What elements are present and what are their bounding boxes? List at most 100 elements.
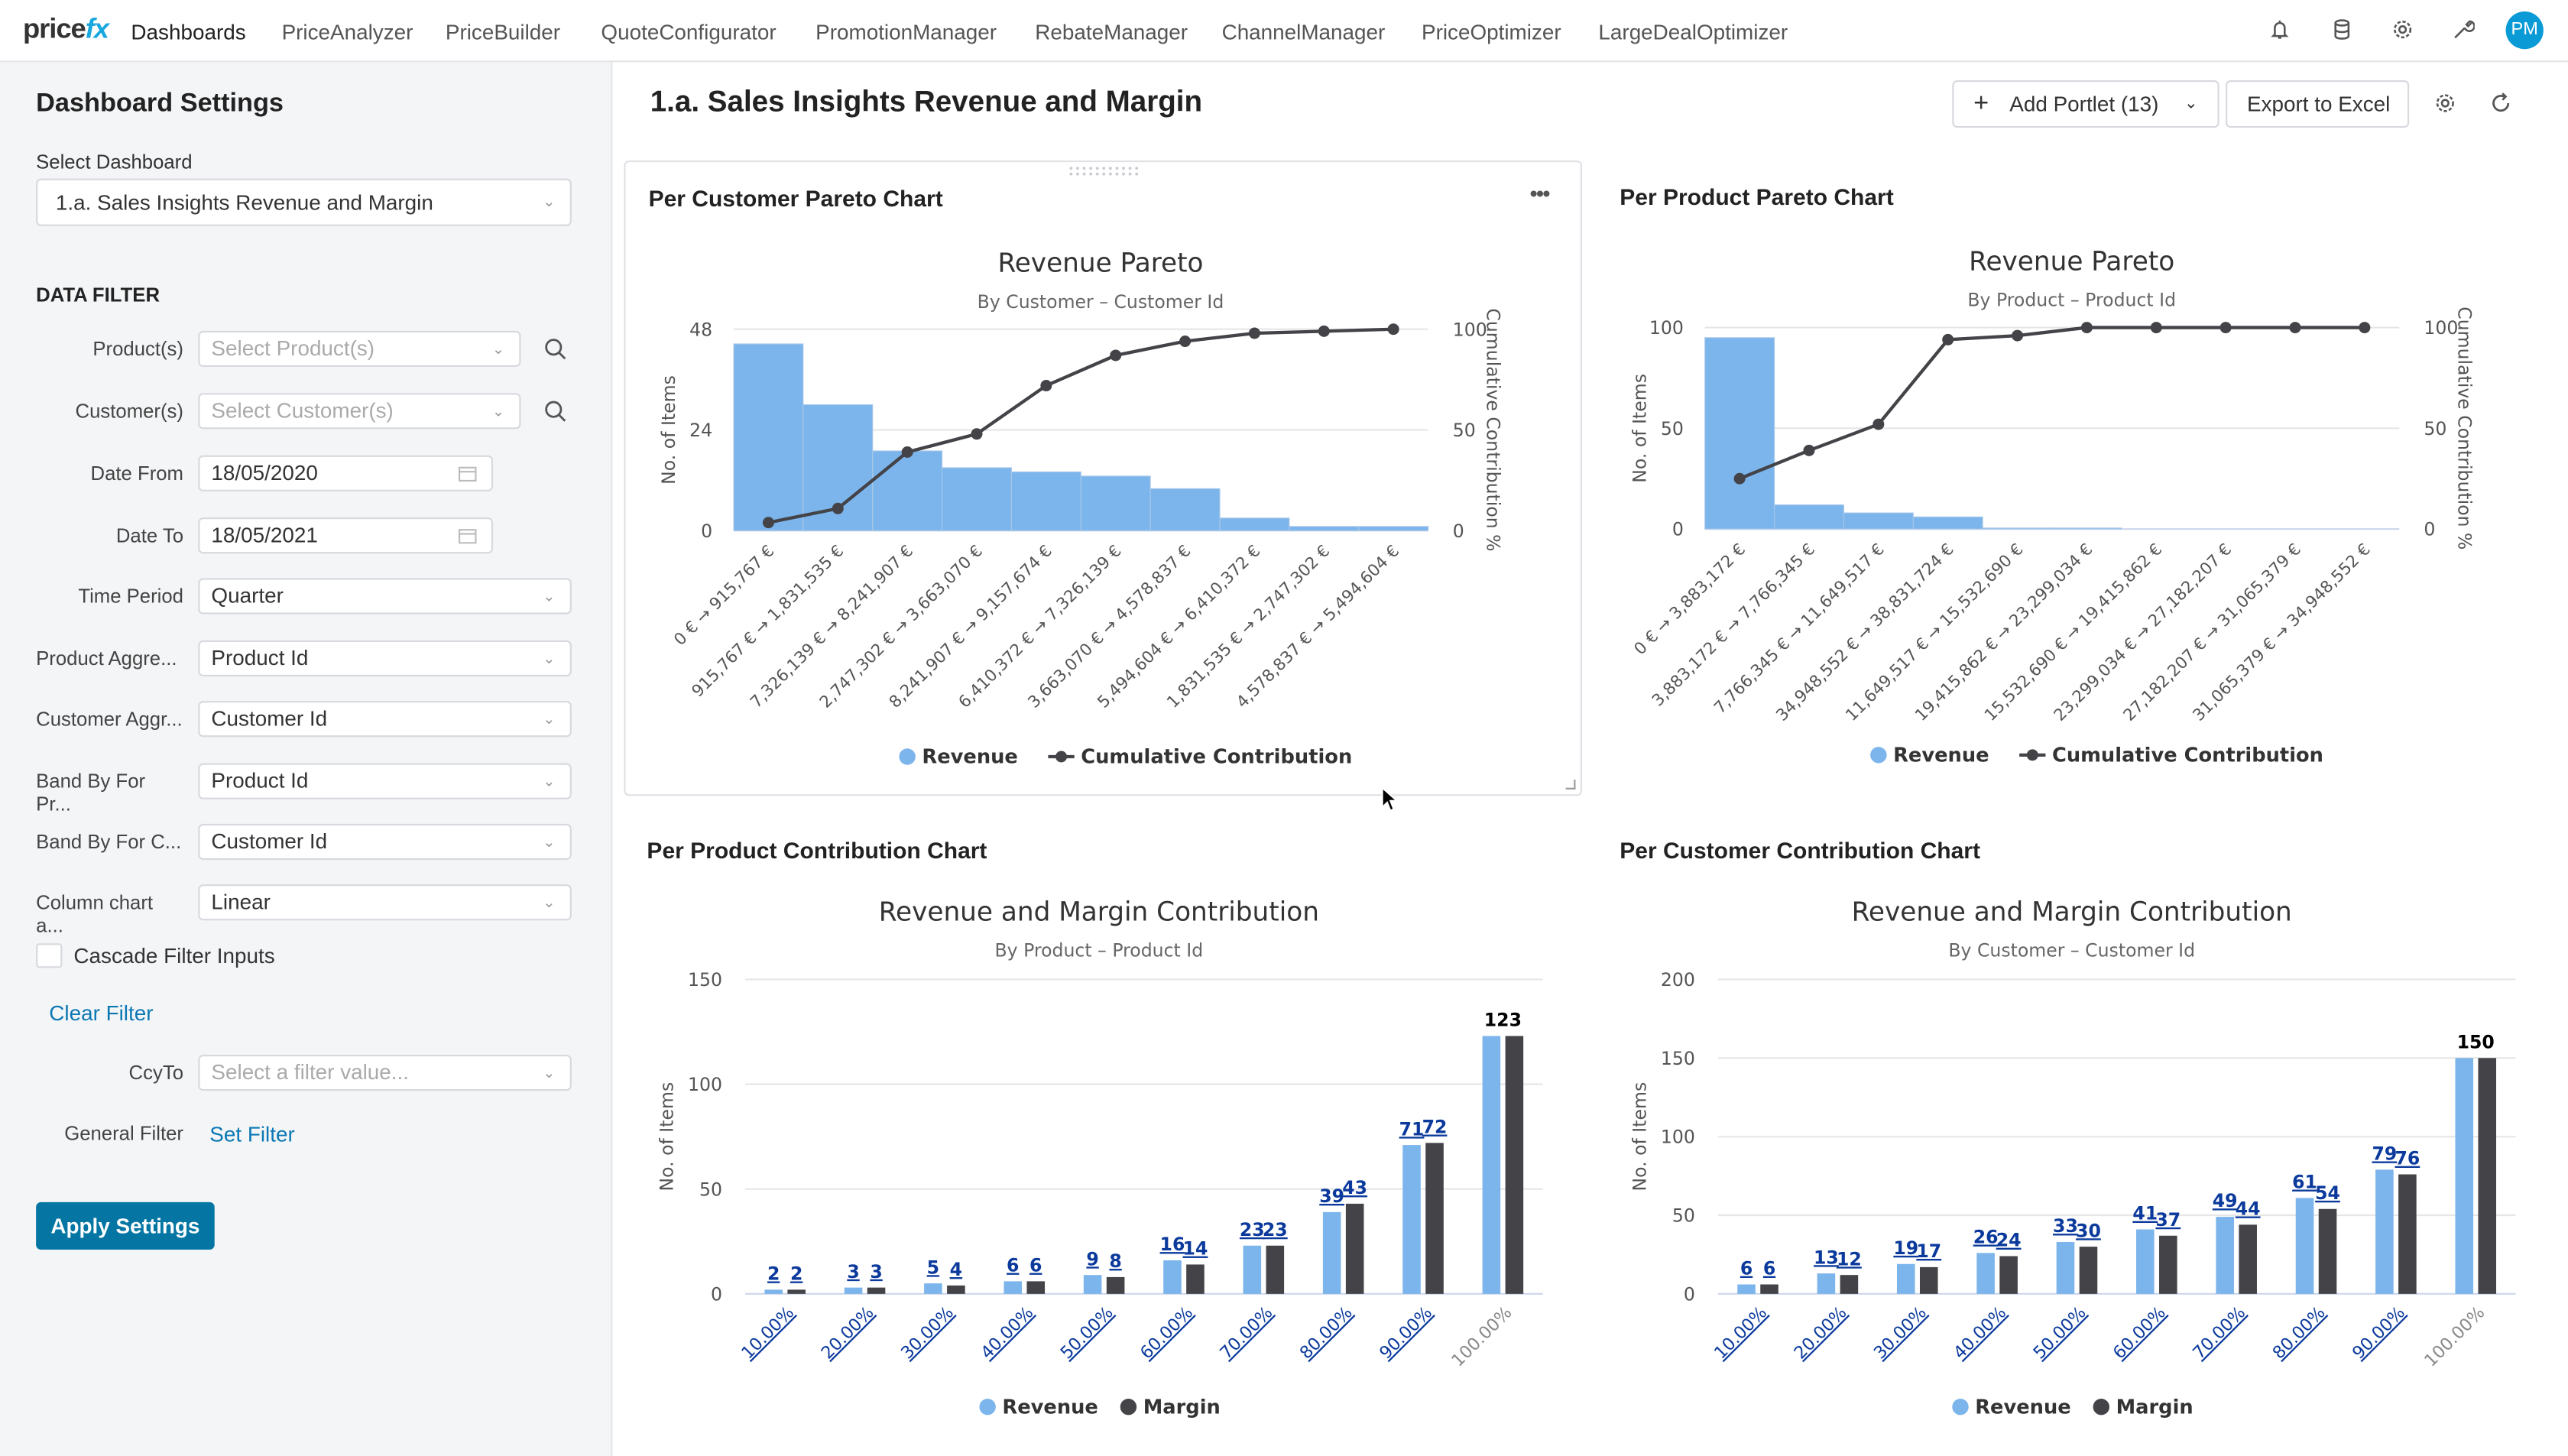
select-dashboard-dropdown[interactable]: 1.a. Sales Insights Revenue and Margin ⌄ <box>36 178 572 226</box>
pricefx-logo[interactable]: pricefx <box>23 13 109 44</box>
band-by-product-select[interactable]: Product Id ⌄ <box>198 763 572 799</box>
bar-margin <box>1026 1281 1046 1294</box>
portlet-per-customer-contribution: Revenue and Margin Contribution By Custom… <box>1597 814 2555 1449</box>
y2-tick-label: 0 <box>2424 519 2435 540</box>
nav-pricebuilder[interactable]: PriceBuilder <box>445 19 561 44</box>
top-nav: pricefx Dashboards PriceAnalyzer PriceBu… <box>0 0 2568 63</box>
legend-label: Margin <box>2116 1396 2194 1419</box>
data-label-revenue: 79 <box>2372 1143 2397 1164</box>
nav-priceanalyzer[interactable]: PriceAnalyzer <box>281 19 413 44</box>
bar-revenue <box>1817 1273 1836 1294</box>
nav-rebatemanager[interactable]: RebateManager <box>1035 19 1188 44</box>
y-tick-label: 24 <box>689 420 712 441</box>
add-portlet-button[interactable]: + Add Portlet (13) ⌄ <box>1952 80 2219 128</box>
bar-revenue <box>2375 1169 2394 1294</box>
calendar-icon[interactable] <box>459 465 477 482</box>
ccyto-label: CcyTo <box>128 1061 183 1085</box>
y2-tick-label: 100 <box>1453 319 1487 340</box>
data-label-margin: 6 <box>1029 1255 1042 1276</box>
bar-revenue <box>1774 504 1844 530</box>
wrench-icon[interactable] <box>2452 18 2475 41</box>
x-tick-label: 0 € → 3,883,172 € <box>1630 540 1749 660</box>
nav-dashboards[interactable]: Dashboards <box>131 19 246 44</box>
bar-margin <box>1266 1245 1285 1294</box>
data-filter-heading: DATA FILTER <box>36 283 160 306</box>
band-by-customer-select[interactable]: Customer Id ⌄ <box>198 823 572 860</box>
y-tick-label: 0 <box>711 1283 722 1305</box>
portlet-per-product-pareto: Revenue Pareto By Product – Product Id 0 50… <box>1597 161 2555 796</box>
bar-revenue <box>1737 1284 1756 1294</box>
data-label-revenue: 13 <box>1814 1247 1839 1268</box>
clear-filter-link[interactable]: Clear Filter <box>49 1000 154 1026</box>
more-options-icon[interactable]: ••• <box>1529 180 1550 206</box>
search-icon[interactable] <box>543 400 566 423</box>
search-icon[interactable] <box>543 337 566 360</box>
calendar-icon[interactable] <box>459 527 477 544</box>
resize-handle[interactable] <box>1565 779 1576 790</box>
apply-settings-button[interactable]: Apply Settings <box>36 1201 215 1250</box>
y2-tick-label: 50 <box>1453 420 1476 441</box>
bar-revenue <box>733 343 804 531</box>
x-tick-label: 20.00% <box>1790 1302 1850 1363</box>
nav-promotionmanager[interactable]: PromotionManager <box>815 19 997 44</box>
data-label-margin: 3 <box>870 1261 882 1283</box>
export-to-excel-button[interactable]: Export to Excel <box>2226 80 2410 128</box>
set-filter-link[interactable]: Set Filter <box>209 1121 295 1146</box>
bar-revenue <box>1083 1275 1102 1294</box>
column-chart-axis-select[interactable]: Linear ⌄ <box>198 884 572 921</box>
user-avatar[interactable]: PM <box>2505 11 2544 50</box>
ccyto-select[interactable]: Select a filter value... ⌄ <box>198 1055 572 1091</box>
product-aggregation-select[interactable]: Product Id ⌄ <box>198 640 572 676</box>
bell-icon[interactable] <box>2268 18 2291 41</box>
dashboard-settings-gear-icon[interactable] <box>2433 92 2456 115</box>
cascade-filter-checkbox[interactable] <box>36 943 63 968</box>
cumulative-point <box>2289 322 2301 334</box>
time-period-select[interactable]: Quarter ⌄ <box>198 578 572 615</box>
cumulative-point <box>1179 336 1192 348</box>
data-label-margin: 72 <box>1422 1117 1448 1138</box>
refresh-icon[interactable] <box>2489 92 2512 115</box>
nav-channelmanager[interactable]: ChannelManager <box>1221 19 1386 44</box>
products-select[interactable]: Select Product(s) ⌄ <box>198 330 521 367</box>
data-label-revenue: 16 <box>1160 1234 1185 1255</box>
date-from-input[interactable]: 18/05/2020 <box>198 455 493 491</box>
customers-select[interactable]: Select Customer(s) ⌄ <box>198 393 521 430</box>
chart-subtitle: By Customer – Customer Id <box>1948 939 2195 961</box>
y-axis-title: No. of Items <box>1629 1082 1651 1192</box>
bar-revenue <box>1149 488 1221 531</box>
legend-marker-revenue <box>979 1399 996 1415</box>
x-tick-label: 40.00% <box>1950 1302 2010 1363</box>
data-label-revenue: 26 <box>1973 1227 1999 1248</box>
nav-largedealoptimizer[interactable]: LargeDealOptimizer <box>1598 19 1788 44</box>
band-by-customer-label: Band By For C... <box>36 830 182 854</box>
bar-revenue <box>1982 527 2053 530</box>
data-label-margin: 8 <box>1109 1250 1121 1272</box>
database-icon[interactable] <box>2330 18 2353 41</box>
bar-margin <box>1106 1276 1125 1294</box>
y-tick-label: 100 <box>688 1074 722 1095</box>
cumulative-point <box>1733 472 1746 485</box>
bar-margin <box>2478 1058 2497 1294</box>
gear-icon[interactable] <box>2391 18 2414 41</box>
select-dashboard-label: Select Dashboard <box>36 151 193 174</box>
nav-priceoptimizer[interactable]: PriceOptimizer <box>1422 19 1561 44</box>
nav-quoteconfigurator[interactable]: QuoteConfigurator <box>601 19 777 44</box>
bar-margin <box>2159 1235 2177 1294</box>
drag-handle[interactable] <box>1068 165 1140 177</box>
customer-aggregation-select[interactable]: Customer Id ⌄ <box>198 701 572 738</box>
bar-margin <box>1505 1036 1524 1294</box>
chart-subtitle: By Customer – Customer Id <box>978 291 1224 313</box>
products-label: Product(s) <box>92 337 183 361</box>
bar-margin <box>2079 1247 2098 1294</box>
y-axis-title: No. of Items <box>657 1082 678 1192</box>
bar-margin <box>1919 1266 1938 1294</box>
chevron-down-icon: ⌄ <box>491 340 504 358</box>
date-to-input[interactable]: 18/05/2021 <box>198 517 493 554</box>
data-label-revenue: 23 <box>1240 1219 1265 1240</box>
bar-revenue <box>1896 1263 1915 1294</box>
bar-revenue <box>1358 526 1429 531</box>
cumulative-point <box>2219 322 2232 334</box>
time-period-value: Quarter <box>211 582 284 608</box>
y-tick-label: 0 <box>701 520 712 542</box>
cumulative-point <box>1872 418 1885 430</box>
